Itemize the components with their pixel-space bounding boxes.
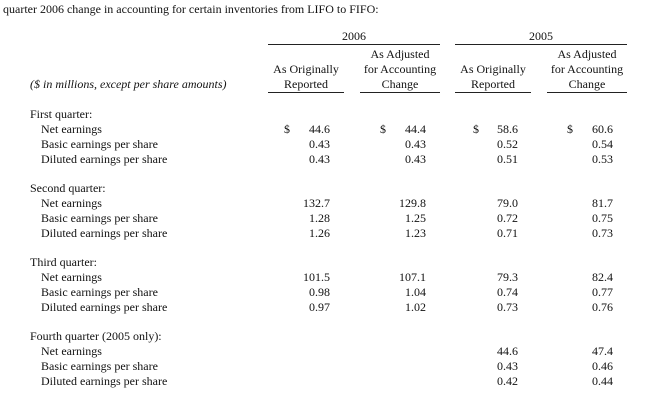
dollar-sign: $	[380, 122, 386, 136]
cell-value: 0.44	[592, 374, 613, 388]
row-label: Net earnings	[41, 122, 102, 136]
cell-value: 1.25	[405, 211, 426, 225]
row-label: Net earnings	[41, 196, 102, 210]
col-2006-orig-l1: As Originally	[273, 62, 339, 76]
col-2005-orig-rule	[455, 92, 531, 93]
cell-value: 0.54	[592, 137, 613, 151]
col-2006-orig-rule	[268, 92, 344, 93]
cell-value: 107.1	[399, 270, 426, 284]
cell-value: 44.4	[405, 122, 426, 136]
cell-value: 1.28	[309, 211, 330, 225]
row-label: Basic earnings per share	[41, 285, 158, 299]
col-2006-adj-l3: Change	[381, 77, 419, 91]
row-label: Diluted earnings per share	[41, 300, 168, 314]
cell-value: 0.73	[592, 226, 613, 240]
year-2006-header: 2006	[342, 29, 366, 43]
year-2006-rule	[268, 44, 440, 45]
cell-value: 79.0	[497, 196, 518, 210]
row-label: Basic earnings per share	[41, 359, 158, 373]
cell-value: 0.74	[497, 285, 518, 299]
cell-value: 60.6	[592, 122, 613, 136]
cell-value: 1.26	[309, 226, 330, 240]
row-label: Net earnings	[41, 270, 102, 284]
col-2006-orig-l2: Reported	[284, 77, 328, 91]
section-title: First quarter:	[30, 107, 93, 121]
col-2006-adj-l2: for Accounting	[363, 62, 437, 76]
cell-value: 0.53	[592, 152, 613, 166]
col-2005-adj-rule	[547, 92, 627, 93]
cell-value: 0.73	[497, 300, 518, 314]
intro-text: quarter 2006 change in accounting for ce…	[3, 2, 379, 16]
cell-value: 101.5	[303, 270, 330, 284]
cell-value: 58.6	[497, 122, 518, 136]
cell-value: 0.71	[497, 226, 518, 240]
cell-value: 79.3	[497, 270, 518, 284]
col-2005-adj-l2: for Accounting	[550, 62, 624, 76]
cell-value: 0.43	[309, 152, 330, 166]
cell-value: 0.75	[592, 211, 613, 225]
cell-value: 81.7	[592, 196, 613, 210]
cell-value: 0.52	[497, 137, 518, 151]
row-label: Diluted earnings per share	[41, 374, 168, 388]
cell-value: 0.72	[497, 211, 518, 225]
cell-value: 0.76	[592, 300, 613, 314]
cell-value: 0.46	[592, 359, 613, 373]
cell-value: 1.02	[405, 300, 426, 314]
cell-value: 0.43	[497, 359, 518, 373]
section-title: Second quarter:	[30, 181, 106, 195]
row-label: Basic earnings per share	[41, 211, 158, 225]
col-2006-adj-rule	[360, 92, 440, 93]
row-label: Diluted earnings per share	[41, 152, 168, 166]
cell-value: 0.77	[592, 285, 613, 299]
cell-value: 1.23	[405, 226, 426, 240]
col-2006-adj-l1: As Adjusted	[370, 47, 430, 61]
year-2005-header: 2005	[529, 29, 553, 43]
dollar-sign: $	[473, 122, 479, 136]
section-title: Fourth quarter (2005 only):	[30, 329, 162, 343]
year-2005-rule	[455, 44, 627, 45]
cell-value: 82.4	[592, 270, 613, 284]
dollar-sign: $	[284, 122, 290, 136]
col-2005-adj-l1: As Adjusted	[557, 47, 617, 61]
cell-value: 0.98	[309, 285, 330, 299]
col-2005-adj-l3: Change	[568, 77, 606, 91]
cell-value: 0.42	[497, 374, 518, 388]
cell-value: 129.8	[399, 196, 426, 210]
col-2005-orig-l1: As Originally	[460, 62, 526, 76]
cell-value: 0.43	[405, 137, 426, 151]
cell-value: 44.6	[309, 122, 330, 136]
cell-value: 0.43	[405, 152, 426, 166]
row-label: Diluted earnings per share	[41, 226, 168, 240]
row-label: Basic earnings per share	[41, 137, 158, 151]
cell-value: 0.43	[309, 137, 330, 151]
units-label: ($ in millions, except per share amounts…	[30, 77, 227, 91]
cell-value: 44.6	[497, 344, 518, 358]
cell-value: 1.04	[405, 285, 426, 299]
dollar-sign: $	[567, 122, 573, 136]
cell-value: 132.7	[303, 196, 330, 210]
cell-value: 47.4	[592, 344, 613, 358]
row-label: Net earnings	[41, 344, 102, 358]
section-title: Third quarter:	[30, 255, 97, 269]
cell-value: 0.97	[309, 300, 330, 314]
col-2005-orig-l2: Reported	[471, 77, 515, 91]
cell-value: 0.51	[497, 152, 518, 166]
